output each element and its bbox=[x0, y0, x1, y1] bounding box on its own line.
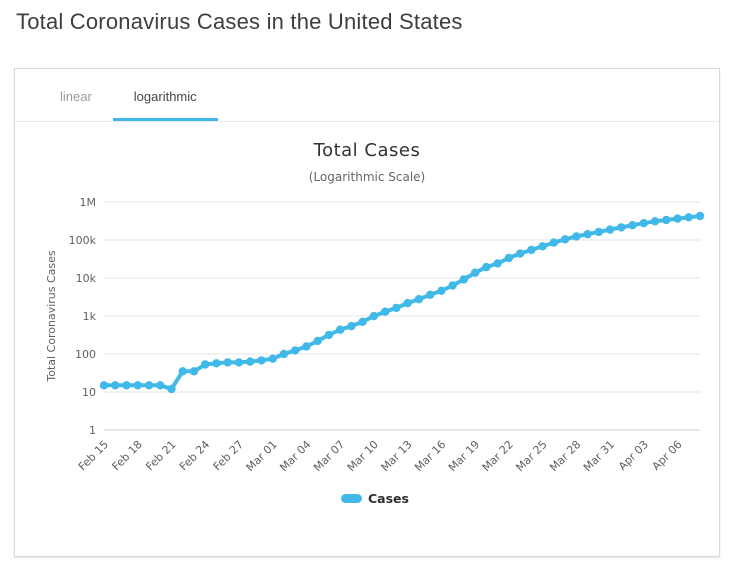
legend-item-cases[interactable]: Cases bbox=[341, 491, 409, 506]
svg-text:Apr 06: Apr 06 bbox=[650, 438, 685, 473]
scale-tabs: linear logarithmic bbox=[15, 69, 719, 122]
chart-canvas: 1M 100k 10k 1k 100 10 1 Total Coronavirus Cases… bbox=[45, 196, 705, 506]
svg-text:Mar 16: Mar 16 bbox=[412, 438, 448, 474]
chart-subtitle: (Logarithmic Scale) bbox=[308, 170, 426, 184]
y-axis-title: Total Coronavirus Cases bbox=[45, 250, 58, 383]
svg-text:10: 10 bbox=[82, 386, 96, 399]
tab-logarithmic[interactable]: logarithmic bbox=[112, 69, 218, 121]
svg-text:Feb 27: Feb 27 bbox=[211, 438, 246, 473]
cases-series[interactable] bbox=[99, 211, 705, 394]
svg-text:Mar 01: Mar 01 bbox=[244, 438, 280, 474]
svg-text:Mar 22: Mar 22 bbox=[480, 438, 516, 474]
chart-panel: linear logarithmic Total Cases (Logarith… bbox=[14, 68, 720, 557]
svg-text:1k: 1k bbox=[83, 310, 97, 323]
svg-text:Feb 21: Feb 21 bbox=[143, 438, 178, 473]
svg-text:1M: 1M bbox=[80, 196, 97, 209]
svg-text:Feb 24: Feb 24 bbox=[177, 438, 212, 473]
svg-text:Mar 28: Mar 28 bbox=[547, 438, 583, 474]
svg-text:Mar 13: Mar 13 bbox=[379, 438, 415, 474]
svg-text:100k: 100k bbox=[69, 234, 97, 247]
tab-linear[interactable]: linear bbox=[60, 89, 92, 104]
svg-text:Mar 31: Mar 31 bbox=[581, 438, 617, 474]
svg-text:Mar 25: Mar 25 bbox=[513, 438, 549, 474]
svg-text:Mar 07: Mar 07 bbox=[311, 438, 347, 474]
svg-text:Mar 19: Mar 19 bbox=[446, 438, 482, 474]
svg-text:Mar 10: Mar 10 bbox=[345, 438, 381, 474]
page-title: Total Coronavirus Cases in the United St… bbox=[16, 9, 463, 34]
y-gridlines bbox=[104, 201, 700, 431]
chart-title: Total Cases bbox=[313, 140, 421, 161]
legend-label: Cases bbox=[368, 491, 409, 506]
svg-text:Feb 15: Feb 15 bbox=[76, 438, 111, 473]
svg-text:Apr 03: Apr 03 bbox=[616, 438, 651, 473]
svg-text:100: 100 bbox=[75, 348, 96, 361]
svg-text:Feb 18: Feb 18 bbox=[110, 438, 145, 473]
legend-marker-icon bbox=[341, 494, 362, 503]
svg-text:1: 1 bbox=[89, 424, 96, 437]
svg-text:10k: 10k bbox=[76, 272, 97, 285]
y-axis-labels: 1M 100k 10k 1k 100 10 1 bbox=[69, 196, 97, 437]
svg-text:Mar 04: Mar 04 bbox=[277, 438, 313, 474]
